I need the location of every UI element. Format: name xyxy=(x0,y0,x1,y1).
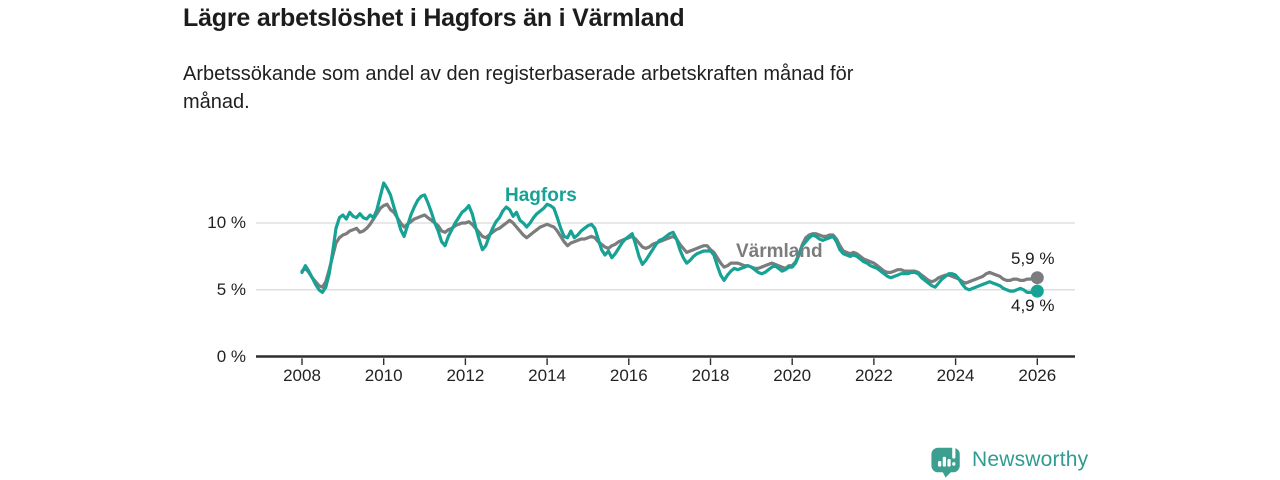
chart-subtitle-line-2: månad. xyxy=(183,91,250,113)
y-axis-tick-label: 5 % xyxy=(216,279,246,299)
newsworthy-bar-chart-icon xyxy=(931,444,960,478)
x-axis xyxy=(256,355,1075,365)
newsworthy-brand-text: Newsworthy xyxy=(972,448,1089,471)
end-dots xyxy=(1030,271,1044,298)
x-axis-tick-label: 2024 xyxy=(936,366,975,385)
x-axis-tick-label: 2008 xyxy=(283,366,321,385)
x-axis-tick-label: 2010 xyxy=(364,366,403,385)
x-axis-tick-label: 2020 xyxy=(773,366,812,385)
newsworthy-logo[interactable]: Newsworthy xyxy=(930,441,1088,479)
series-lines xyxy=(300,181,1039,294)
gridlines xyxy=(256,222,1075,291)
x-axis-tick-label: 2016 xyxy=(609,366,648,385)
end-value-hagfors: 4,9 % xyxy=(1011,296,1055,315)
x-axis-tick-label: 2014 xyxy=(528,366,566,385)
y-axis-tick-label: 0 % xyxy=(216,346,246,366)
varmland-line xyxy=(300,202,1039,289)
hagfors-end-dot xyxy=(1030,284,1044,298)
x-axis-tick-label: 2018 xyxy=(691,366,730,385)
chart-title: Lägre arbetslöshet i Hagfors än i Värmla… xyxy=(183,4,685,32)
end-value-varmland: 5,9 % xyxy=(1011,249,1055,268)
x-axis-tick-label: 2022 xyxy=(854,366,893,385)
hagfors-line xyxy=(300,181,1039,294)
chart-subtitle: Arbetssökande som andel av den registerb… xyxy=(183,60,853,116)
x-axis-tick-label: 2012 xyxy=(446,366,485,385)
varmland-end-dot xyxy=(1030,271,1044,285)
x-axis-tick-label: 2026 xyxy=(1018,366,1057,385)
series-label-hagfors: Hagfors xyxy=(505,185,577,206)
chart-subtitle-line-1: Arbetssökande som andel av den registerb… xyxy=(183,63,854,85)
series-label-varmland: Värmland xyxy=(736,241,823,262)
y-axis-tick-label: 10 % xyxy=(207,213,246,232)
